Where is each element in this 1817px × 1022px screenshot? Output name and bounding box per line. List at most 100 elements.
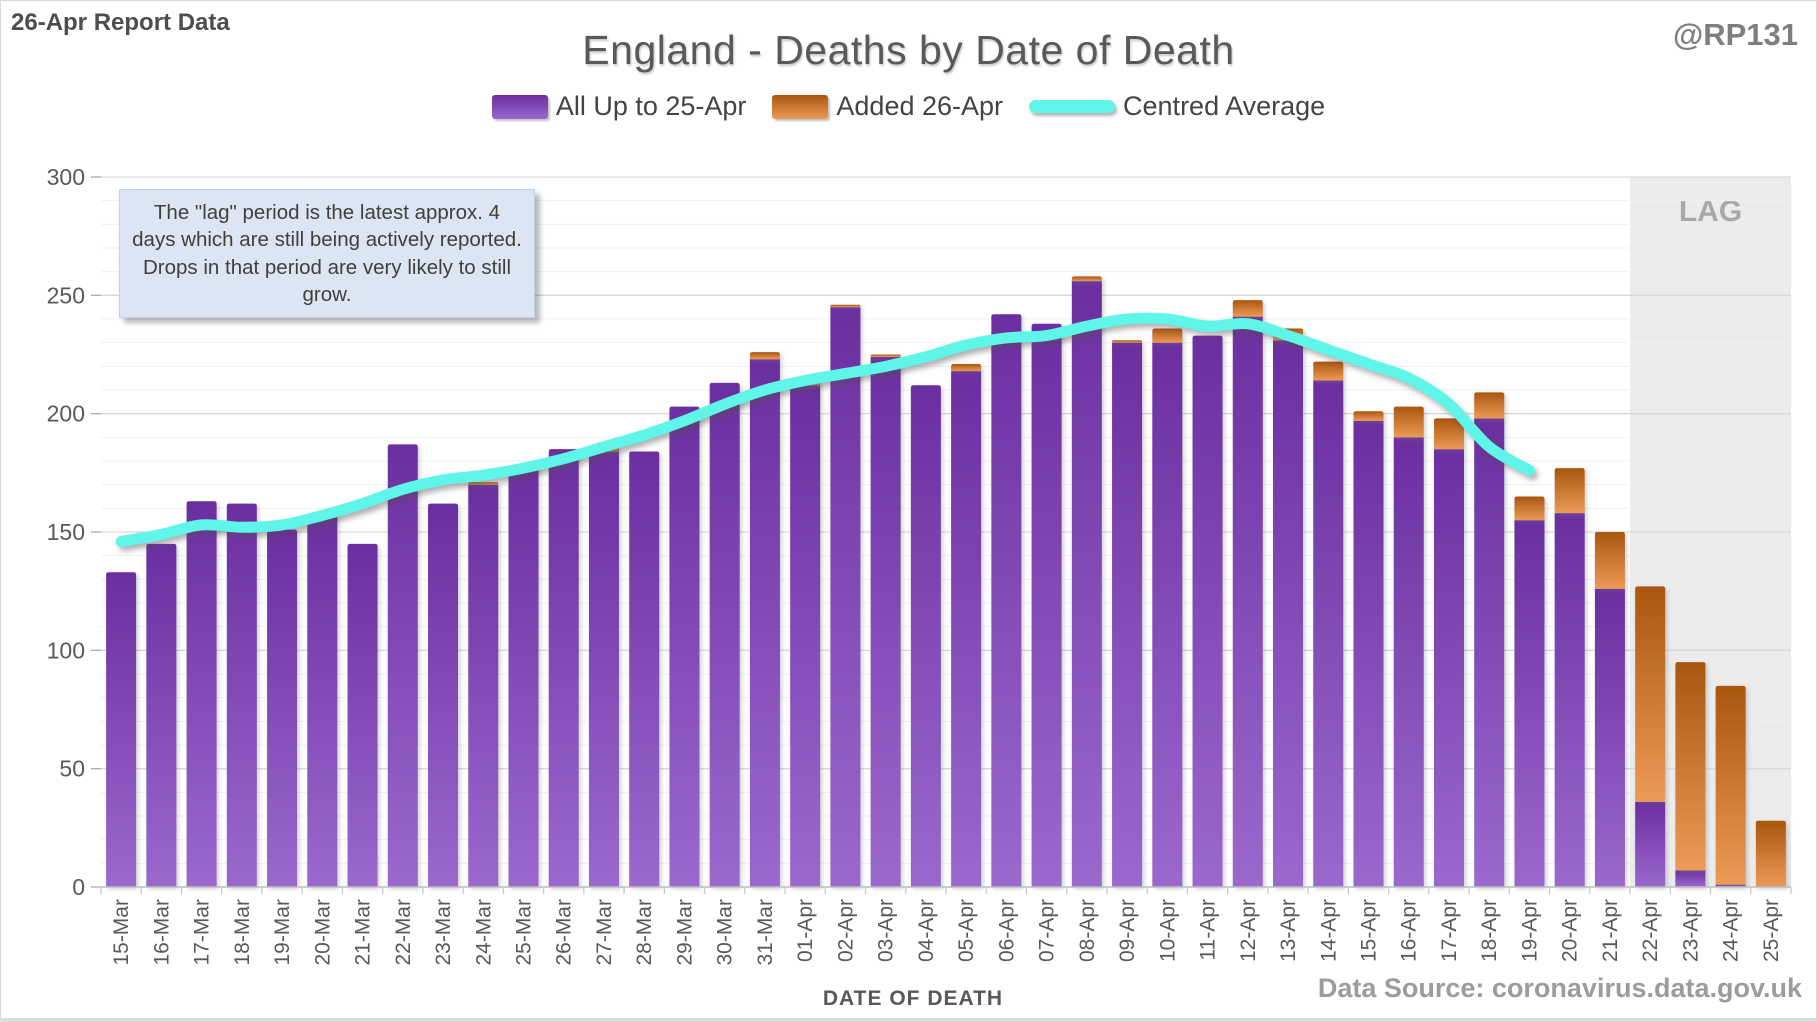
bar-segment [749, 359, 780, 887]
x-axis-tick-label: 17-Apr [1438, 899, 1461, 962]
x-axis-tick-label: 29-Mar [673, 899, 696, 966]
legend-label: All Up to 25-Apr [555, 91, 747, 121]
x-axis-tick-label: 27-Mar [593, 899, 616, 966]
bar-segment [468, 484, 499, 887]
bar-segment [1152, 328, 1183, 343]
bar-segment [1594, 588, 1625, 887]
x-axis-tick-label: 16-Mar [150, 899, 173, 966]
bar-segment [1675, 870, 1706, 887]
bar-segment [830, 304, 861, 308]
x-axis-tick-label: 20-Apr [1559, 899, 1582, 962]
bar-segment [1353, 411, 1384, 421]
bar-segment [1715, 884, 1746, 887]
bar-segment [1112, 340, 1143, 343]
x-axis-tick-label: 21-Mar [352, 899, 375, 966]
x-axis-tick-label: 08-Apr [1076, 899, 1099, 962]
bar-segment [1313, 380, 1344, 887]
bar-segment [1675, 662, 1706, 871]
chart-title: England - Deaths by Date of Death [582, 27, 1235, 73]
y-axis-tick-label: 0 [72, 874, 85, 900]
x-axis-tick-label: 15-Mar [110, 899, 133, 966]
legend-label: Centred Average [1123, 91, 1326, 121]
y-axis-tick-label: 50 [59, 756, 85, 782]
x-axis-tick-label: 18-Apr [1478, 899, 1501, 962]
x-axis-tick-label: 28-Mar [633, 899, 656, 966]
bar-segment [870, 356, 901, 887]
y-axis-tick-label: 100 [47, 637, 85, 663]
x-axis-tick-label: 17-Mar [191, 899, 214, 966]
x-axis-tick-label: 03-Apr [875, 899, 898, 962]
data-source-credit: Data Source: coronavirus.data.gov.uk [1317, 973, 1802, 1003]
cyan-line-swatch-icon [1029, 100, 1116, 113]
bar-segment [1635, 801, 1666, 887]
x-axis-tick-label: 22-Mar [392, 899, 415, 966]
bar-segment [1353, 420, 1384, 887]
y-axis-tick-label: 150 [47, 519, 85, 545]
legend-item-all-up-to: All Up to 25-Apr [491, 91, 747, 122]
bar-segment [1474, 418, 1505, 887]
bar-segment [1232, 316, 1263, 888]
x-axis-tick-label: 07-Apr [1036, 899, 1059, 962]
bar-segment [548, 449, 579, 887]
bar-segment [508, 465, 539, 887]
legend-item-average: Centred Average [1029, 91, 1325, 122]
purple-bar-swatch-icon [491, 94, 548, 119]
x-axis-tick-label: 14-Apr [1317, 899, 1340, 962]
bar-segment [1393, 437, 1424, 887]
x-axis-tick-label: 23-Apr [1679, 899, 1702, 962]
bar-segment [1594, 532, 1625, 589]
bar-segment [910, 385, 941, 887]
bar-segment [1112, 342, 1143, 888]
bar-segment [1232, 300, 1263, 317]
y-axis-tick-label: 200 [47, 401, 85, 427]
bar-segment [1393, 406, 1424, 438]
bar-segment [1554, 468, 1585, 514]
x-axis-tick-label: 25-Apr [1760, 899, 1783, 962]
bar-segment [1554, 513, 1585, 887]
legend-label: Added 26-Apr [836, 91, 1004, 121]
bar-segment [1514, 496, 1545, 521]
bar-segment [428, 503, 459, 887]
bar-segment [1474, 392, 1505, 419]
x-axis-tick-label: 18-Mar [231, 899, 254, 966]
bar-segment [588, 451, 619, 887]
bar-segment [1433, 449, 1464, 887]
legend: All Up to 25-Apr Added 26-Apr Centred Av… [1, 91, 1816, 122]
x-axis-title: DATE OF DEATH [822, 987, 1004, 1010]
bar-segment [106, 572, 137, 887]
bar-segment [1031, 323, 1062, 887]
legend-item-added: Added 26-Apr [772, 91, 1003, 122]
bar-segment [1755, 820, 1786, 887]
bar-segment [1635, 586, 1666, 802]
bar-segment [951, 371, 982, 888]
x-axis-tick-label: 12-Apr [1237, 899, 1260, 962]
bar-segment [1071, 276, 1102, 282]
x-axis-tick-label: 09-Apr [1116, 899, 1139, 962]
x-axis-tick-label: 13-Apr [1277, 899, 1300, 962]
bar-segment [468, 482, 499, 485]
bar-segment [870, 354, 901, 357]
bar-segment [790, 385, 821, 887]
x-axis-tick-label: 22-Apr [1639, 899, 1662, 962]
x-axis-tick-label: 01-Apr [794, 899, 817, 962]
bar-segment [830, 307, 861, 888]
centred-average-line [115, 312, 1535, 547]
x-axis-tick-label: 26-Mar [553, 899, 576, 966]
bar-segment [1514, 520, 1545, 887]
x-axis-tick-label: 16-Apr [1398, 899, 1421, 962]
x-axis-tick-label: 23-Mar [432, 899, 455, 966]
x-axis-tick-label: 30-Mar [714, 899, 737, 966]
x-axis-tick-label: 21-Apr [1599, 899, 1622, 962]
bar-segment [1433, 418, 1464, 450]
x-axis-tick-label: 20-Mar [311, 899, 334, 966]
x-axis-tick-label: 24-Mar [472, 899, 495, 966]
x-axis-tick-label: 02-Apr [834, 899, 857, 962]
x-axis-tick-label: 24-Apr [1720, 899, 1743, 962]
x-axis-tick-label: 19-Apr [1518, 899, 1541, 962]
x-axis-tick-label: 15-Apr [1358, 899, 1381, 962]
x-axis-tick-label: 19-Mar [271, 899, 294, 966]
x-axis-tick-label: 31-Mar [754, 899, 777, 966]
bar-segment [1273, 340, 1304, 887]
